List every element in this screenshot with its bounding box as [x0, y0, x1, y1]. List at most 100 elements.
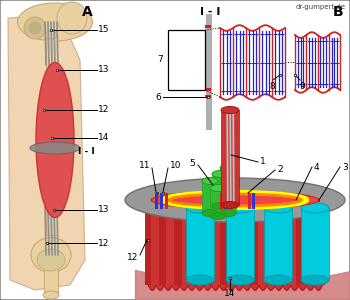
Bar [304, 200, 312, 285]
Bar [246, 192, 248, 194]
Bar [205, 88, 211, 91]
Bar [220, 181, 236, 213]
Text: 12: 12 [98, 238, 109, 247]
Ellipse shape [301, 275, 329, 285]
Ellipse shape [210, 212, 226, 220]
Bar [202, 181, 218, 213]
Bar [248, 193, 251, 209]
Text: 7: 7 [157, 56, 163, 64]
Bar [312, 200, 319, 285]
Polygon shape [8, 15, 85, 290]
Ellipse shape [186, 275, 214, 285]
Text: 13: 13 [98, 65, 110, 74]
Bar [288, 200, 296, 285]
Bar [294, 74, 296, 76]
Bar [151, 200, 159, 285]
Ellipse shape [221, 202, 239, 208]
Ellipse shape [46, 31, 56, 39]
Bar [264, 208, 292, 280]
Ellipse shape [29, 22, 41, 34]
Bar [221, 110, 239, 205]
Text: 12: 12 [98, 106, 109, 115]
Bar [210, 188, 226, 216]
Ellipse shape [151, 191, 319, 209]
Bar [159, 200, 166, 285]
Bar [235, 200, 243, 285]
Bar [319, 200, 325, 285]
Ellipse shape [220, 178, 236, 184]
Text: 14: 14 [224, 290, 236, 298]
Ellipse shape [125, 178, 345, 222]
Bar [220, 200, 228, 285]
Bar [155, 193, 158, 209]
Text: B: B [333, 5, 343, 19]
Ellipse shape [212, 170, 228, 178]
Text: 4: 4 [314, 163, 320, 172]
Bar [205, 14, 210, 129]
Text: 1: 1 [260, 158, 266, 166]
Bar [53, 209, 55, 211]
Ellipse shape [212, 202, 228, 209]
Text: 14: 14 [98, 134, 109, 142]
Bar [186, 208, 214, 280]
Ellipse shape [36, 62, 74, 218]
Text: 13: 13 [98, 206, 110, 214]
Ellipse shape [37, 249, 65, 271]
Bar [220, 168, 236, 196]
Bar [317, 199, 319, 201]
Text: dr-gumpert.de: dr-gumpert.de [296, 4, 346, 10]
Bar [43, 109, 45, 111]
Ellipse shape [186, 203, 214, 213]
Ellipse shape [43, 291, 59, 299]
Bar [229, 154, 231, 156]
Text: 15: 15 [98, 26, 110, 34]
Ellipse shape [31, 238, 71, 272]
Bar [243, 200, 250, 285]
Text: 9: 9 [299, 82, 305, 91]
Bar [220, 193, 223, 209]
Bar [273, 200, 281, 285]
Ellipse shape [30, 142, 80, 154]
Bar [51, 137, 53, 139]
Text: 8: 8 [269, 82, 275, 91]
Bar [279, 74, 281, 76]
Bar [168, 30, 205, 90]
Ellipse shape [220, 164, 236, 172]
Bar [212, 184, 214, 186]
Bar [174, 200, 182, 285]
Text: A: A [82, 5, 92, 19]
Bar [182, 200, 189, 285]
Bar [46, 35, 57, 235]
Bar [226, 208, 254, 280]
Text: 3: 3 [342, 163, 348, 172]
Bar [224, 193, 227, 209]
Ellipse shape [301, 203, 329, 213]
Bar [294, 199, 296, 201]
Bar [50, 29, 52, 31]
Bar [162, 192, 164, 194]
Bar [250, 200, 258, 285]
Bar [228, 200, 235, 285]
Bar [44, 267, 58, 295]
Text: I - I: I - I [78, 146, 95, 155]
Ellipse shape [18, 3, 92, 41]
Text: 2: 2 [277, 166, 283, 175]
Bar [165, 193, 168, 209]
Text: 12: 12 [127, 253, 138, 262]
Ellipse shape [220, 193, 236, 200]
Bar [166, 200, 174, 285]
Ellipse shape [202, 209, 218, 217]
Bar [160, 193, 163, 209]
Bar [212, 174, 228, 206]
Ellipse shape [210, 184, 226, 191]
Bar [189, 200, 197, 285]
Bar [296, 200, 304, 285]
Text: 6: 6 [155, 92, 161, 101]
Bar [46, 242, 48, 244]
Bar [197, 200, 204, 285]
Text: 5: 5 [189, 158, 195, 167]
Bar [205, 25, 211, 28]
Ellipse shape [226, 275, 254, 285]
Text: 11: 11 [139, 161, 150, 170]
Bar [205, 95, 211, 98]
